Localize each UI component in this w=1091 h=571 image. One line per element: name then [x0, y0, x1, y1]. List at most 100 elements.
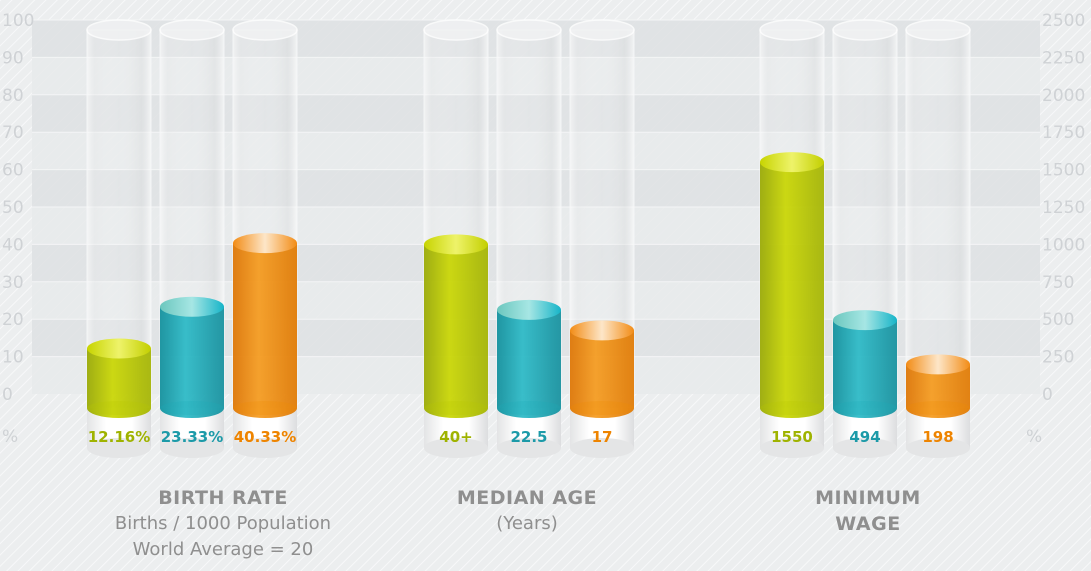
tube: 22.5: [496, 19, 562, 458]
y-tick-left: 40: [2, 235, 24, 255]
tube-base-bottom: [233, 438, 297, 458]
y-tick-left: 100: [2, 11, 34, 31]
bar-bottom-shadow: [87, 401, 151, 415]
y-tick-right: 250: [1042, 348, 1074, 368]
tube-cap: [496, 19, 562, 41]
bar-value-label: 17: [592, 428, 613, 446]
bar-value-label: 40+: [439, 428, 472, 446]
y-tick-right: 1500: [1042, 161, 1085, 181]
y-tick-right: 0: [1042, 385, 1053, 405]
tube: 40.33%: [232, 19, 298, 458]
bar-value-label: 12.16%: [88, 428, 150, 446]
tubes: 12.16% 23.33% 40.33% 40+ 22.5 17 1550 494 198: [86, 19, 971, 458]
tube: 12.16%: [86, 19, 152, 458]
tube: 198: [905, 19, 971, 458]
tube-cap: [159, 19, 225, 41]
group-subtitle: World Average = 20: [132, 539, 314, 560]
y-tick-right: 500: [1042, 310, 1074, 330]
bar-top: [233, 233, 297, 254]
tube-cap: [423, 19, 489, 41]
y-tick-right: 2000: [1042, 86, 1085, 106]
y-tick-left: 90: [2, 48, 24, 68]
bar-bottom-shadow: [833, 401, 897, 415]
tube: 494: [832, 19, 898, 458]
y-tick-right: 2250: [1042, 48, 1085, 68]
y-tick-left: 10: [2, 348, 24, 368]
bar-top: [906, 354, 970, 375]
tube-base-bottom: [833, 438, 897, 458]
bar-bottom-shadow: [760, 401, 824, 415]
y-tick-right: 750: [1042, 273, 1074, 293]
bar-bottom-shadow: [497, 401, 561, 415]
y-tick-left: 80: [2, 86, 24, 106]
tube-base-bottom: [570, 438, 634, 458]
group-title: WAGE: [835, 513, 901, 535]
group-subtitle: Births / 1000 Population: [114, 513, 332, 534]
tube-base-bottom: [760, 438, 824, 458]
bar-top: [760, 152, 824, 173]
tube: 1550: [759, 19, 825, 458]
bar-bottom-shadow: [160, 401, 224, 415]
bar-top: [570, 320, 634, 341]
tube-base-bottom: [87, 438, 151, 458]
tube-base-bottom: [424, 438, 488, 458]
tube: 17: [569, 19, 635, 458]
y-tick-left: 70: [2, 123, 24, 143]
bar-value-label: 23.33%: [161, 428, 223, 446]
bar-value-label: 40.33%: [234, 428, 296, 446]
tube-cap: [569, 19, 635, 41]
bar-top: [497, 299, 561, 320]
group-title: BIRTH RATE: [158, 487, 288, 509]
bar-teal: [160, 306, 224, 418]
group-title: MEDIAN AGE: [456, 487, 598, 509]
y-tick-left: 30: [2, 273, 24, 293]
bar-green: [760, 162, 824, 418]
tube: 23.33%: [159, 19, 225, 458]
bar-value-label: 1550: [771, 428, 813, 446]
bar-bottom-shadow: [570, 401, 634, 415]
bar-bottom-shadow: [906, 401, 970, 415]
bar-orange: [233, 243, 297, 418]
bar-top: [87, 338, 151, 359]
bar-green: [87, 348, 151, 418]
bar-teal: [833, 320, 897, 418]
y-tick-left: 0: [2, 385, 13, 405]
bar-value-label: 494: [849, 428, 880, 446]
tube-cap: [232, 19, 298, 41]
bar-orange: [906, 364, 970, 418]
tube-cap: [905, 19, 971, 41]
y-tick-left: 60: [2, 161, 24, 181]
group-title: MINIMUM: [815, 487, 921, 509]
bar-orange: [570, 330, 634, 418]
y-tick-right: 1000: [1042, 235, 1085, 255]
tube-cap: [759, 19, 825, 41]
y-tick-right: 1250: [1042, 198, 1085, 218]
bar-top: [160, 296, 224, 317]
y-tick-right: 2500: [1042, 11, 1085, 31]
tube-cap: [832, 19, 898, 41]
tube: 40+: [423, 19, 489, 458]
tube-cap: [86, 19, 152, 41]
bar-value-label: 198: [922, 428, 953, 446]
y-tick-right: 1750: [1042, 123, 1085, 143]
tube-glass: [905, 29, 971, 409]
y-tick-left: 50: [2, 198, 24, 218]
bar-green: [424, 244, 488, 418]
bar-value-label: 22.5: [510, 428, 547, 446]
y-unit-right: %: [1026, 427, 1042, 447]
group-subtitle: (Years): [496, 513, 558, 534]
bar-bottom-shadow: [233, 401, 297, 415]
bar-bottom-shadow: [424, 401, 488, 415]
tube-base-bottom: [497, 438, 561, 458]
y-unit-left: %: [2, 427, 18, 447]
y-tick-left: 20: [2, 310, 24, 330]
tube-base-bottom: [160, 438, 224, 458]
tube-base-bottom: [906, 438, 970, 458]
bar-teal: [497, 309, 561, 418]
bar-top: [424, 234, 488, 255]
bar-top: [833, 310, 897, 331]
